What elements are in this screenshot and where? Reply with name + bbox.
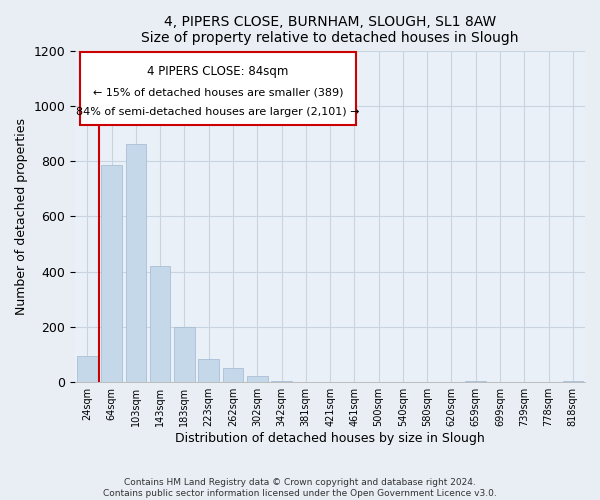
Bar bbox=[563, 381, 583, 382]
Bar bbox=[247, 376, 268, 382]
FancyBboxPatch shape bbox=[80, 52, 356, 125]
Text: ← 15% of detached houses are smaller (389): ← 15% of detached houses are smaller (38… bbox=[92, 88, 343, 98]
Bar bbox=[223, 368, 243, 382]
Text: 4 PIPERS CLOSE: 84sqm: 4 PIPERS CLOSE: 84sqm bbox=[147, 66, 289, 78]
Y-axis label: Number of detached properties: Number of detached properties bbox=[15, 118, 28, 315]
Bar bbox=[125, 144, 146, 382]
X-axis label: Distribution of detached houses by size in Slough: Distribution of detached houses by size … bbox=[175, 432, 485, 445]
Bar bbox=[199, 358, 219, 382]
Bar bbox=[150, 266, 170, 382]
Bar bbox=[466, 381, 486, 382]
Text: Contains HM Land Registry data © Crown copyright and database right 2024.
Contai: Contains HM Land Registry data © Crown c… bbox=[103, 478, 497, 498]
Bar bbox=[271, 381, 292, 382]
Bar bbox=[174, 327, 195, 382]
Title: 4, PIPERS CLOSE, BURNHAM, SLOUGH, SL1 8AW
Size of property relative to detached : 4, PIPERS CLOSE, BURNHAM, SLOUGH, SL1 8A… bbox=[142, 15, 519, 45]
Bar bbox=[77, 356, 98, 382]
Text: 84% of semi-detached houses are larger (2,101) →: 84% of semi-detached houses are larger (… bbox=[76, 107, 359, 117]
Bar bbox=[101, 165, 122, 382]
